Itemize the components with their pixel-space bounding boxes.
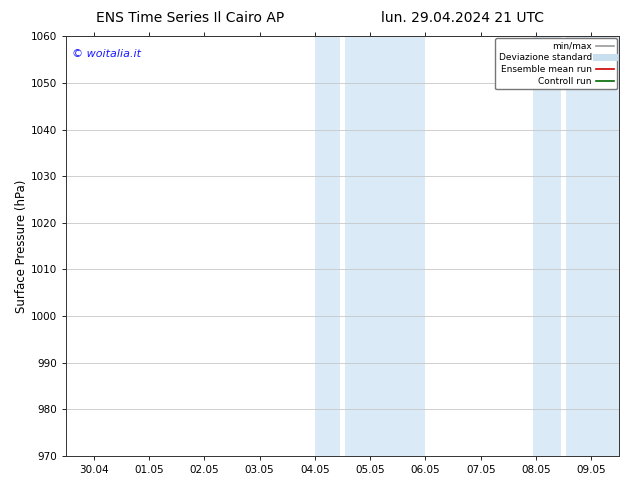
- Text: ENS Time Series Il Cairo AP: ENS Time Series Il Cairo AP: [96, 11, 284, 25]
- Y-axis label: Surface Pressure (hPa): Surface Pressure (hPa): [15, 179, 28, 313]
- Bar: [533, 36, 561, 456]
- Legend: min/max, Deviazione standard, Ensemble mean run, Controll run: min/max, Deviazione standard, Ensemble m…: [495, 38, 617, 90]
- Bar: [315, 36, 340, 456]
- Text: lun. 29.04.2024 21 UTC: lun. 29.04.2024 21 UTC: [381, 11, 545, 25]
- Bar: [346, 36, 425, 456]
- Bar: [566, 36, 619, 456]
- Text: © woitalia.it: © woitalia.it: [72, 49, 141, 59]
